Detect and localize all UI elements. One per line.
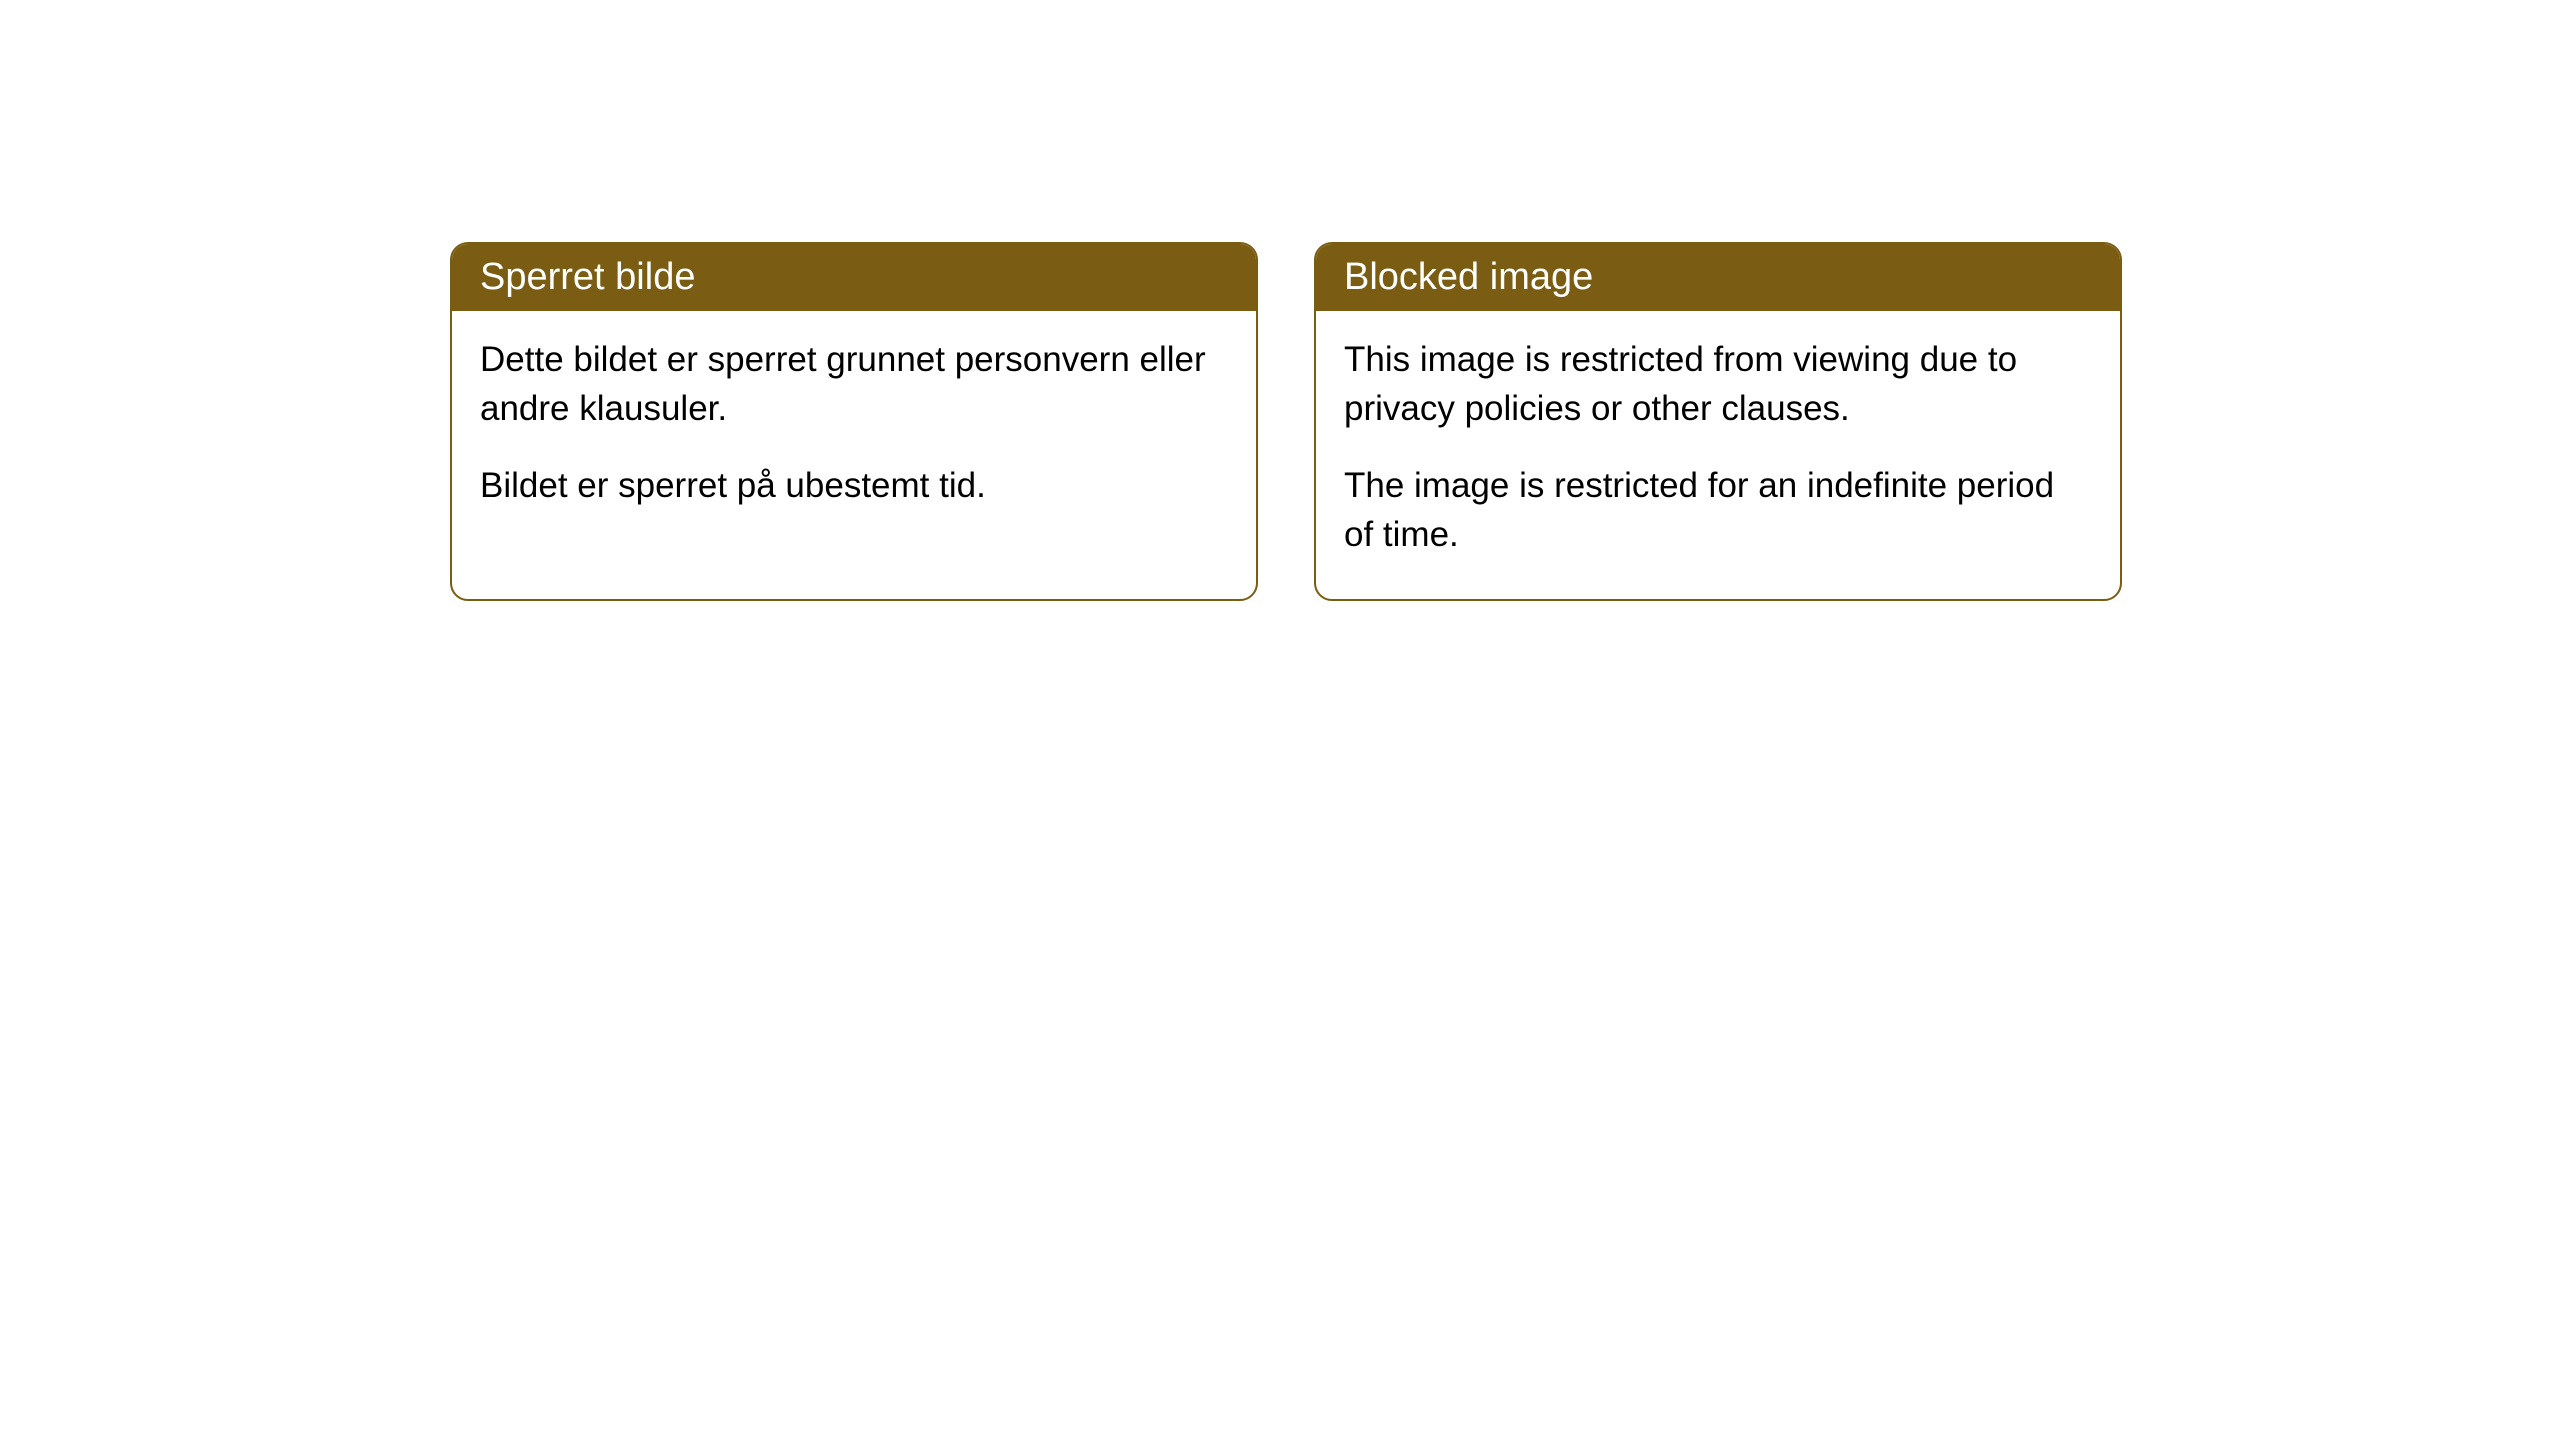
card-paragraph-2: The image is restricted for an indefinit… xyxy=(1344,461,2092,559)
card-body: Dette bildet er sperret grunnet personve… xyxy=(452,311,1256,550)
card-body: This image is restricted from viewing du… xyxy=(1316,311,2120,599)
blocked-image-card-norwegian: Sperret bilde Dette bildet er sperret gr… xyxy=(450,242,1258,601)
card-header: Blocked image xyxy=(1316,244,2120,311)
card-title: Sperret bilde xyxy=(480,256,695,298)
card-paragraph-1: Dette bildet er sperret grunnet personve… xyxy=(480,335,1228,433)
blocked-image-card-english: Blocked image This image is restricted f… xyxy=(1314,242,2122,601)
card-title: Blocked image xyxy=(1344,256,1593,298)
card-paragraph-2: Bildet er sperret på ubestemt tid. xyxy=(480,461,1228,510)
notification-cards-container: Sperret bilde Dette bildet er sperret gr… xyxy=(450,242,2122,601)
card-paragraph-1: This image is restricted from viewing du… xyxy=(1344,335,2092,433)
card-header: Sperret bilde xyxy=(452,244,1256,311)
